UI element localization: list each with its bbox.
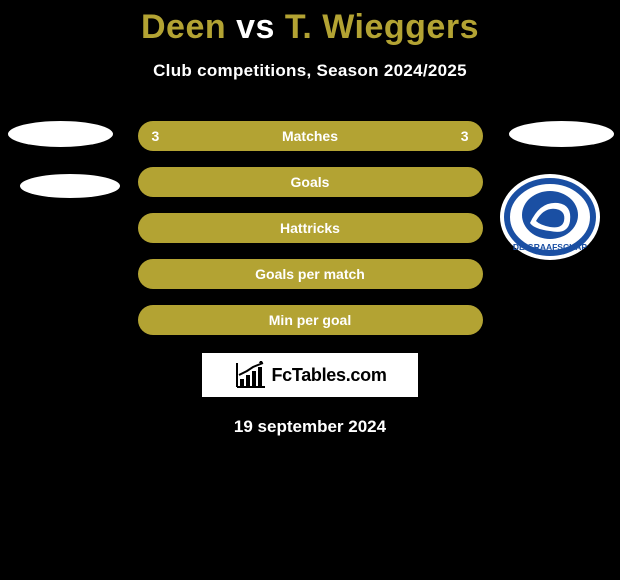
stat-label: Hattricks [280, 220, 340, 236]
vs-separator: vs [236, 8, 275, 46]
stat-row-matches: 3 Matches 3 [138, 121, 483, 151]
stat-row-goals-per-match: Goals per match [138, 259, 483, 289]
stat-right-value: 3 [461, 128, 469, 144]
comparison-title: Deen vs T. Wieggers [0, 0, 620, 47]
stat-label: Matches [282, 128, 338, 144]
chart-icon [233, 361, 267, 389]
team-a-shape-1 [8, 121, 113, 147]
stats-area: DE GRAAFSCHAP 3 Matches 3 Goals Hattrick… [0, 121, 620, 335]
team-b-shape-1 [509, 121, 614, 147]
stat-label: Min per goal [269, 312, 351, 328]
stat-label: Goals [291, 174, 330, 190]
stat-row-goals: Goals [138, 167, 483, 197]
de-graafschap-badge-icon: DE GRAAFSCHAP [500, 173, 600, 261]
brand-logo: FcTables.com [202, 353, 418, 397]
stat-label: Goals per match [255, 266, 365, 282]
brand-text: FcTables.com [271, 365, 386, 386]
team-a-shape-2 [20, 174, 120, 198]
subtitle: Club competitions, Season 2024/2025 [0, 61, 620, 81]
stat-row-min-per-goal: Min per goal [138, 305, 483, 335]
player-b-name: T. Wieggers [285, 8, 479, 46]
player-a-name: Deen [141, 8, 226, 46]
svg-text:DE GRAAFSCHAP: DE GRAAFSCHAP [513, 242, 587, 252]
stat-left-value: 3 [152, 128, 160, 144]
stat-row-hattricks: Hattricks [138, 213, 483, 243]
date-label: 19 september 2024 [0, 417, 620, 437]
